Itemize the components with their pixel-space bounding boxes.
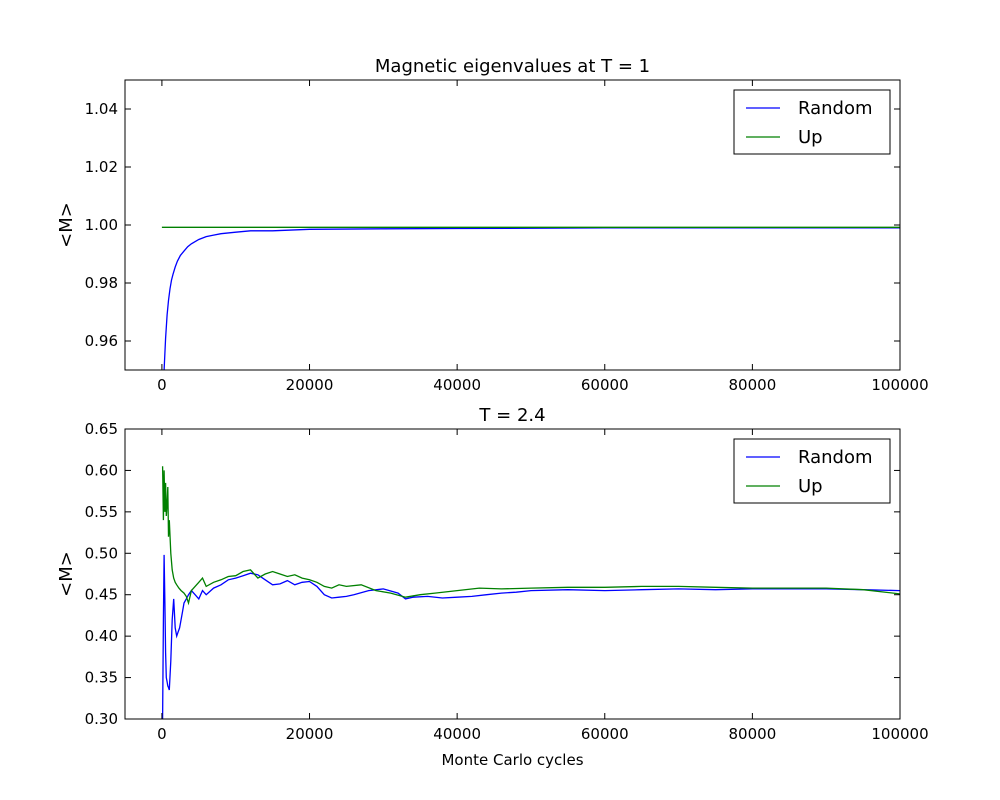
x-tick-label: 60000 bbox=[581, 376, 629, 394]
y-tick-label: 1.04 bbox=[85, 100, 118, 118]
x-tick-label: 20000 bbox=[286, 376, 334, 394]
y-tick-label: 1.02 bbox=[85, 158, 118, 176]
y-tick-label: 0.96 bbox=[85, 332, 118, 350]
y-tick-label: 0.35 bbox=[85, 669, 118, 687]
x-tick-label: 0 bbox=[157, 376, 167, 394]
y-tick-label: 0.50 bbox=[85, 544, 118, 562]
x-tick-label: 80000 bbox=[729, 376, 777, 394]
y-tick-label: 0.30 bbox=[85, 710, 118, 728]
y-tick-label: 0.40 bbox=[85, 627, 118, 645]
legend-label-random: Random bbox=[798, 98, 873, 119]
y-axis-label: <M> bbox=[56, 202, 77, 248]
x-tick-label: 100000 bbox=[871, 376, 928, 394]
y-tick-label: 1.00 bbox=[85, 216, 118, 234]
legend-label-random: Random bbox=[798, 447, 873, 468]
chart-title: T = 2.4 bbox=[478, 405, 545, 426]
legend-label-up: Up bbox=[798, 476, 823, 497]
x-tick-label: 40000 bbox=[433, 725, 481, 743]
series-line-up bbox=[161, 466, 900, 606]
y-tick-label: 0.65 bbox=[85, 420, 118, 438]
top-subplot: 0 20000 40000 60000 80000 100000 0.96 0.98 1.00 1… bbox=[56, 56, 929, 394]
legend-label-up: Up bbox=[798, 127, 823, 148]
x-tick-label: 0 bbox=[157, 725, 167, 743]
x-tick-label: 20000 bbox=[286, 725, 334, 743]
y-tick-label: 0.55 bbox=[85, 503, 118, 521]
y-tick-label: 0.60 bbox=[85, 461, 118, 479]
x-tick-label: 40000 bbox=[433, 376, 481, 394]
legend: Random Up bbox=[733, 438, 891, 504]
y-tick-label: 0.98 bbox=[85, 274, 118, 292]
legend-box bbox=[733, 89, 891, 155]
bottom-subplot: 0 20000 40000 60000 80000 100000 0.30 0.35 0.40 0… bbox=[56, 405, 929, 769]
legend: Random Up bbox=[733, 89, 891, 155]
axes-frame bbox=[124, 428, 901, 720]
series-line-random bbox=[163, 227, 900, 370]
x-tick-label: 60000 bbox=[581, 725, 629, 743]
x-tick-label: 100000 bbox=[871, 725, 928, 743]
legend-box bbox=[733, 438, 891, 504]
x-axis-label: Monte Carlo cycles bbox=[441, 751, 583, 769]
series-line-random bbox=[161, 554, 900, 719]
chart-title: Magnetic eigenvalues at T = 1 bbox=[375, 56, 650, 77]
y-tick-label: 0.45 bbox=[85, 586, 118, 604]
x-tick-label: 80000 bbox=[729, 725, 777, 743]
y-axis-label: <M> bbox=[56, 551, 77, 597]
